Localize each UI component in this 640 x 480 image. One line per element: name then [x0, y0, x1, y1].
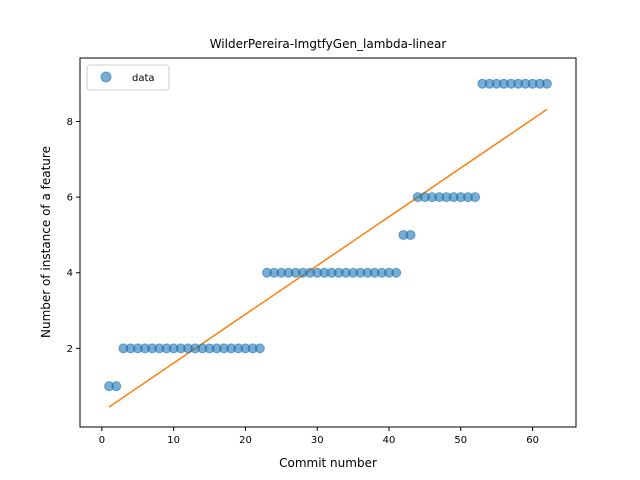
y-tick-label: 4	[67, 268, 73, 279]
axes-frame	[79, 57, 577, 428]
data-point	[254, 343, 265, 354]
data-point	[111, 381, 122, 392]
legend-marker	[100, 71, 112, 83]
x-tick-label: 60	[526, 435, 539, 446]
data-point	[405, 229, 416, 240]
y-tick-label: 2	[67, 344, 73, 355]
y-axis: 2 4 6 8	[67, 117, 80, 355]
x-tick-label: 50	[454, 435, 467, 446]
chart-title: WilderPereira-ImgtfyGen_lambda-linear	[210, 37, 447, 51]
x-tick-label: 20	[239, 435, 252, 446]
legend: data	[86, 64, 170, 91]
x-axis-title: Commit number	[279, 456, 377, 470]
data-point	[470, 192, 481, 203]
x-tick-label: 30	[311, 435, 324, 446]
x-axis: 0 10 20 30 40 50 60	[99, 427, 539, 446]
x-tick-label: 40	[383, 435, 396, 446]
x-tick-label: 10	[167, 435, 180, 446]
data-point	[391, 267, 402, 278]
y-axis-title: Number of instance of a feature	[39, 146, 53, 338]
data-point	[541, 78, 552, 89]
x-tick-label: 0	[99, 435, 105, 446]
legend-label: data	[132, 73, 155, 84]
legend-frame	[86, 64, 170, 91]
fit-line	[108, 108, 548, 408]
plot-area	[104, 78, 552, 408]
y-tick-label: 8	[67, 117, 73, 128]
y-tick-label: 6	[67, 193, 73, 204]
